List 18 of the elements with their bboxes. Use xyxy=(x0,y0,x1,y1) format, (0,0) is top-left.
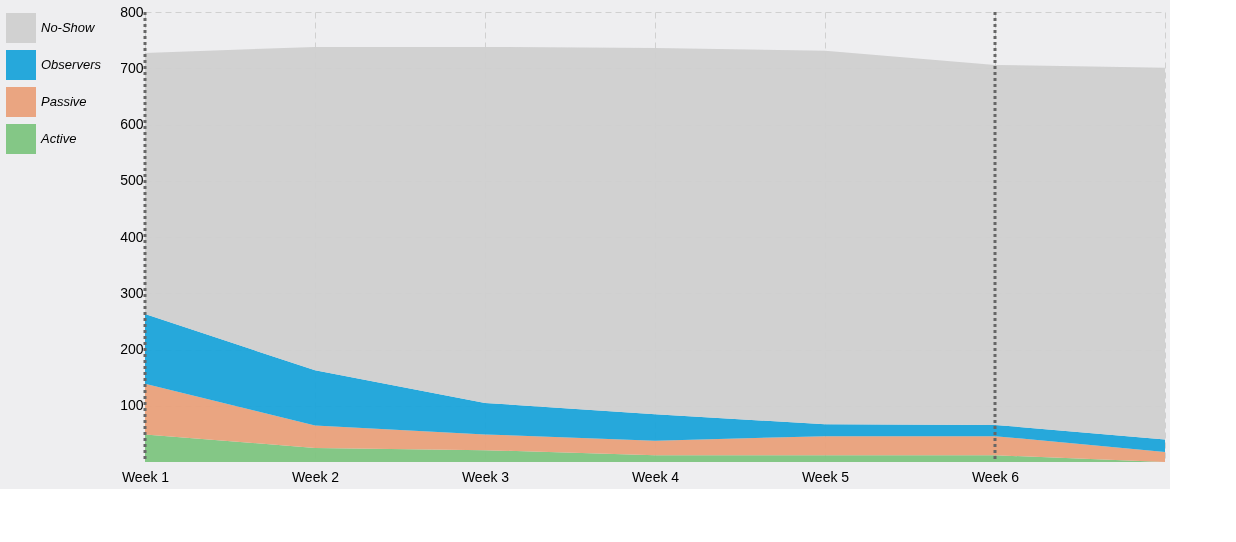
legend-label: Passive xyxy=(41,94,87,109)
x-tick-label: Week 3 xyxy=(461,468,510,485)
y-tick-label: 100 xyxy=(120,397,144,414)
x-tick-label: Week 1 xyxy=(121,468,170,485)
legend-label: No-Show xyxy=(41,20,97,35)
y-tick-label: 300 xyxy=(120,284,144,301)
legend-label: Observers xyxy=(41,57,102,72)
y-tick-label: 800 xyxy=(120,3,144,20)
x-tick-label: Week 2 xyxy=(291,468,340,485)
y-tick-label: 700 xyxy=(120,59,144,76)
x-tick-label: Week 5 xyxy=(801,468,850,485)
y-tick-label: 600 xyxy=(120,116,144,132)
x-tick-label: Week 4 xyxy=(631,468,680,485)
legend-label: Active xyxy=(40,131,77,146)
y-tick-label: 400 xyxy=(120,228,144,245)
y-tick-label: 500 xyxy=(120,172,144,189)
y-tick-label: 200 xyxy=(120,341,144,357)
x-tick-label: Week 6 xyxy=(971,468,1020,485)
